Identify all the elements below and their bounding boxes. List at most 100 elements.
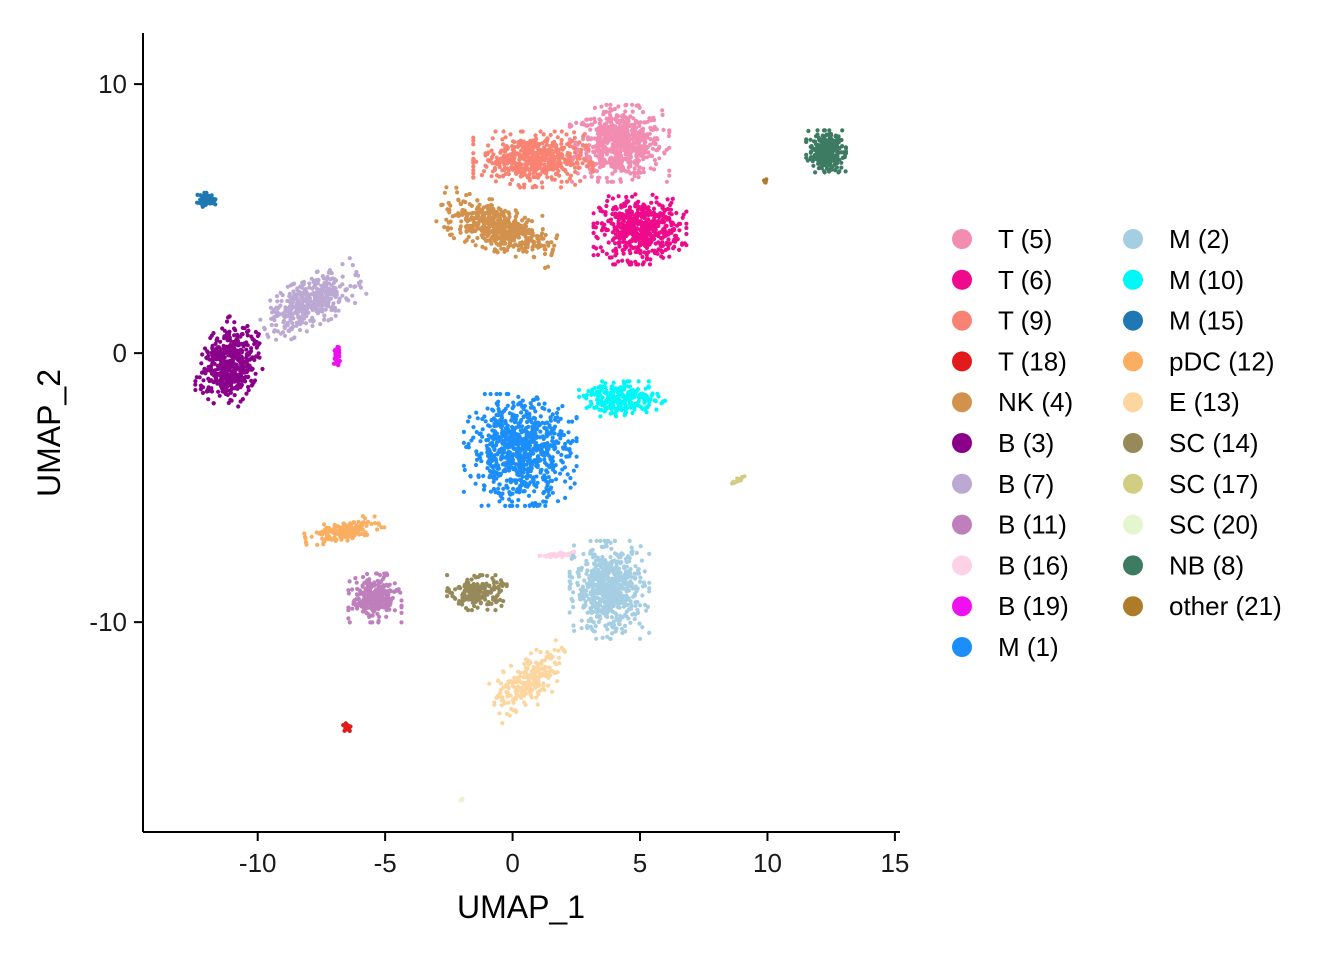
point	[636, 567, 641, 572]
point	[531, 174, 536, 180]
point	[193, 382, 198, 387]
point	[320, 274, 325, 279]
point	[586, 618, 591, 624]
point	[202, 366, 207, 371]
point	[612, 125, 617, 130]
point	[322, 317, 327, 322]
point	[618, 225, 624, 230]
point	[535, 480, 540, 485]
point	[608, 217, 614, 222]
point	[548, 431, 553, 436]
point	[316, 277, 321, 283]
point	[660, 108, 665, 113]
point	[324, 290, 329, 295]
point	[503, 503, 508, 508]
point	[590, 162, 595, 167]
point	[531, 166, 537, 171]
point	[605, 575, 611, 580]
point	[385, 572, 390, 578]
point	[491, 235, 496, 241]
point	[516, 424, 521, 429]
point	[601, 594, 607, 599]
point	[667, 173, 672, 178]
point	[587, 143, 592, 148]
point	[611, 619, 616, 624]
point	[279, 298, 284, 304]
point	[244, 329, 250, 335]
point	[210, 346, 215, 351]
point	[539, 180, 545, 185]
point	[571, 623, 576, 628]
point	[311, 280, 316, 285]
point	[509, 428, 515, 434]
point	[245, 364, 250, 369]
point	[506, 210, 511, 215]
point	[637, 579, 643, 585]
point	[504, 478, 509, 483]
point	[518, 228, 524, 233]
point	[380, 591, 386, 597]
point	[667, 128, 672, 133]
point	[522, 157, 527, 162]
point	[503, 406, 508, 412]
point	[206, 364, 211, 370]
point	[635, 599, 640, 605]
point	[574, 416, 579, 421]
point	[489, 463, 494, 468]
point	[487, 212, 492, 217]
point	[210, 356, 215, 361]
point	[336, 361, 341, 366]
point	[597, 117, 602, 122]
point	[219, 374, 224, 379]
point	[597, 175, 602, 180]
point	[616, 593, 621, 598]
point	[462, 467, 467, 473]
point	[617, 582, 622, 587]
point	[633, 118, 639, 124]
point	[285, 323, 290, 328]
point	[552, 243, 557, 248]
point	[589, 174, 594, 179]
point	[556, 419, 561, 424]
point	[650, 146, 656, 151]
point	[506, 236, 511, 241]
point	[457, 213, 462, 218]
point	[550, 177, 555, 182]
point	[495, 235, 500, 240]
point	[542, 243, 547, 248]
point	[605, 227, 610, 233]
point	[527, 178, 533, 183]
point	[602, 148, 607, 153]
point	[508, 450, 513, 455]
point	[329, 283, 334, 288]
point	[201, 378, 206, 383]
point	[596, 139, 601, 144]
point	[334, 290, 339, 295]
point	[632, 593, 638, 598]
point	[568, 173, 574, 178]
point	[494, 241, 499, 246]
point	[652, 158, 657, 163]
point	[467, 414, 472, 419]
point	[346, 591, 351, 596]
point	[278, 331, 283, 336]
point	[232, 393, 237, 398]
point	[632, 170, 637, 175]
point	[621, 251, 626, 256]
point	[522, 172, 527, 177]
point	[628, 159, 633, 164]
point	[538, 151, 543, 156]
point	[473, 481, 478, 486]
point	[510, 152, 515, 157]
point	[568, 476, 573, 481]
point	[547, 408, 552, 413]
point	[384, 596, 389, 601]
point	[536, 459, 541, 464]
point	[672, 244, 677, 249]
point	[684, 221, 689, 226]
point	[319, 293, 324, 298]
point	[521, 446, 527, 452]
point	[574, 464, 579, 469]
point	[220, 369, 226, 374]
point	[637, 120, 642, 125]
